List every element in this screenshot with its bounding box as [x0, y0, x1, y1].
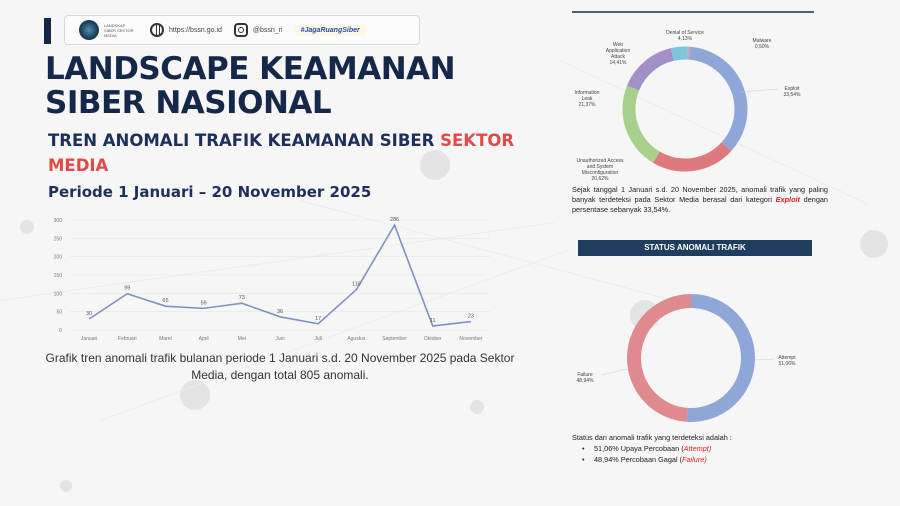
- website-link[interactable]: https://bssn.go.id: [150, 23, 222, 37]
- data-label: 99: [124, 286, 130, 292]
- donut-label: Denial of Service: [666, 30, 704, 36]
- top-divider: [572, 11, 814, 13]
- y-tick-label: 100: [54, 291, 63, 297]
- donut-label: Unauthorized Access: [577, 158, 624, 164]
- donut-label: Attack: [611, 54, 625, 60]
- header-accent-bar: [44, 18, 51, 44]
- y-tick-label: 150: [54, 273, 63, 279]
- donut-segment: [686, 294, 755, 422]
- data-label: 65: [162, 298, 168, 304]
- donut-label: and System: [587, 164, 613, 170]
- status-item-close: ): [704, 455, 707, 464]
- donut-segment: [670, 46, 688, 61]
- donut-segment: [622, 85, 660, 163]
- x-tick-label: April: [199, 336, 209, 342]
- donut-label: 0,50%: [755, 44, 770, 50]
- subtitle-sector: SEKTOR MEDIA: [48, 131, 515, 175]
- globe-icon: [150, 23, 164, 37]
- y-tick-label: 200: [54, 255, 63, 261]
- donut-label: Misconfiguration: [582, 170, 619, 176]
- y-tick-label: 300: [54, 218, 63, 224]
- status-item-close: ): [708, 444, 712, 453]
- donut-label: Exploit: [784, 86, 800, 92]
- data-label: 17: [315, 316, 321, 322]
- x-tick-label: November: [459, 336, 482, 342]
- donut-label: Application: [606, 48, 631, 54]
- x-tick-label: September: [382, 336, 407, 342]
- status-summary: Status dari anomali trafik yang terdetek…: [572, 432, 732, 465]
- donut-label: Failure: [577, 372, 593, 378]
- donut-label: Information: [574, 90, 599, 96]
- donut-label: 20,62%: [592, 176, 610, 182]
- donut-label: Attempt: [778, 355, 796, 361]
- status-item-tag: Attempt: [683, 444, 709, 453]
- status-item-text: 51,06% Upaya Percobaan (: [594, 444, 684, 453]
- donut-label: 21,37%: [579, 102, 597, 108]
- monthly-trend-line-chart: 0 50 100 150 200 250 300 30 Januari 99 Februari 65 M…: [54, 217, 490, 342]
- x-tick-label: Maret: [159, 336, 172, 342]
- donut-segment: [627, 294, 692, 422]
- donut-label: 51,06%: [779, 361, 797, 367]
- data-label: 36: [277, 309, 283, 315]
- donut-label: 14,41%: [610, 60, 628, 66]
- status-section-header: STATUS ANOMALI TRAFIK: [578, 240, 812, 256]
- y-tick-label: 50: [56, 310, 62, 316]
- trend-line: [88, 223, 472, 327]
- x-tick-label: Oktober: [424, 336, 442, 342]
- data-label: 110: [352, 282, 361, 288]
- instagram-icon: [233, 23, 248, 37]
- x-tick-label: Februari: [118, 336, 137, 342]
- status-item-failure: 48,94% Percobaan Gagal (Failure): [582, 454, 732, 465]
- donut-label: Web: [613, 42, 623, 48]
- x-tick-label: Juli: [314, 336, 322, 342]
- title-line-2: SIBER NASIONAL: [45, 85, 332, 121]
- website-text: https://bssn.go.id: [169, 26, 222, 34]
- org-logo-group: LANDSKAP SIBER SEKTOR MEDIA: [79, 20, 138, 40]
- status-item-attempt: 51,06% Upaya Percobaan (Attempt): [582, 443, 732, 454]
- donut-segment: [627, 48, 675, 91]
- donut-label: 48,94%: [577, 378, 595, 384]
- subtitle-main: TREN ANOMALI TRAFIK KEAMANAN SIBER: [48, 131, 441, 150]
- instagram-handle: @bssn_ri: [252, 26, 283, 34]
- donut-label: 33,54%: [784, 92, 802, 98]
- y-tick-label: 0: [59, 328, 62, 334]
- summary-text-end: dengan persentase sebanyak 33,54%.: [572, 195, 828, 214]
- donut-label: Malware: [753, 38, 772, 44]
- data-label: 286: [390, 217, 399, 223]
- org-logo-text: LANDSKAP SIBER SEKTOR MEDIA: [104, 22, 134, 38]
- x-tick-label: Juni: [275, 336, 284, 342]
- donut-segment: [653, 142, 732, 172]
- category-summary: Sejak tanggal 1 Januari s.d. 20 November…: [572, 185, 828, 215]
- data-label: 11: [430, 318, 436, 324]
- page-title: LANDSCAPE KEAMANAN SIBER NASIONAL: [45, 51, 456, 121]
- donut-segment: [688, 46, 748, 152]
- summary-text-start: Sejak tanggal 1 Januari s.d. 20 November…: [572, 185, 828, 204]
- page-subtitle: TREN ANOMALI TRAFIK KEAMANAN SIBER SEKTO…: [48, 128, 558, 178]
- data-label: 23: [468, 314, 474, 320]
- line-chart-caption: Grafik tren anomali trafik bulanan perio…: [45, 351, 515, 382]
- y-tick-label: 250: [54, 236, 63, 242]
- x-tick-label: Mei: [238, 336, 246, 342]
- header-contact-bar: LANDSKAP SIBER SEKTOR MEDIA https://bssn…: [64, 15, 420, 45]
- data-label: 59: [201, 300, 207, 306]
- x-tick-label: Januari: [81, 336, 97, 342]
- instagram-link[interactable]: @bssn_ri: [233, 23, 283, 37]
- data-label: 73: [239, 295, 245, 301]
- status-item-text: 48,94% Percobaan Gagal (: [594, 455, 683, 464]
- status-intro: Status dari anomali trafik yang terdetek…: [572, 433, 732, 442]
- period-label: Periode 1 Januari – 20 November 2025: [48, 183, 372, 201]
- donut-label: Leak: [582, 96, 593, 102]
- donut-label: 4,13%: [678, 36, 693, 42]
- hashtag: #JagaRuangSiber: [294, 24, 366, 36]
- x-tick-label: Agustus: [347, 336, 366, 342]
- org-logo-icon: [79, 20, 99, 40]
- status-item-tag: Failure: [682, 455, 705, 464]
- title-line-1: LANDSCAPE KEAMANAN: [45, 51, 456, 87]
- summary-highlight: Exploit: [775, 195, 800, 204]
- data-label: 30: [86, 311, 92, 317]
